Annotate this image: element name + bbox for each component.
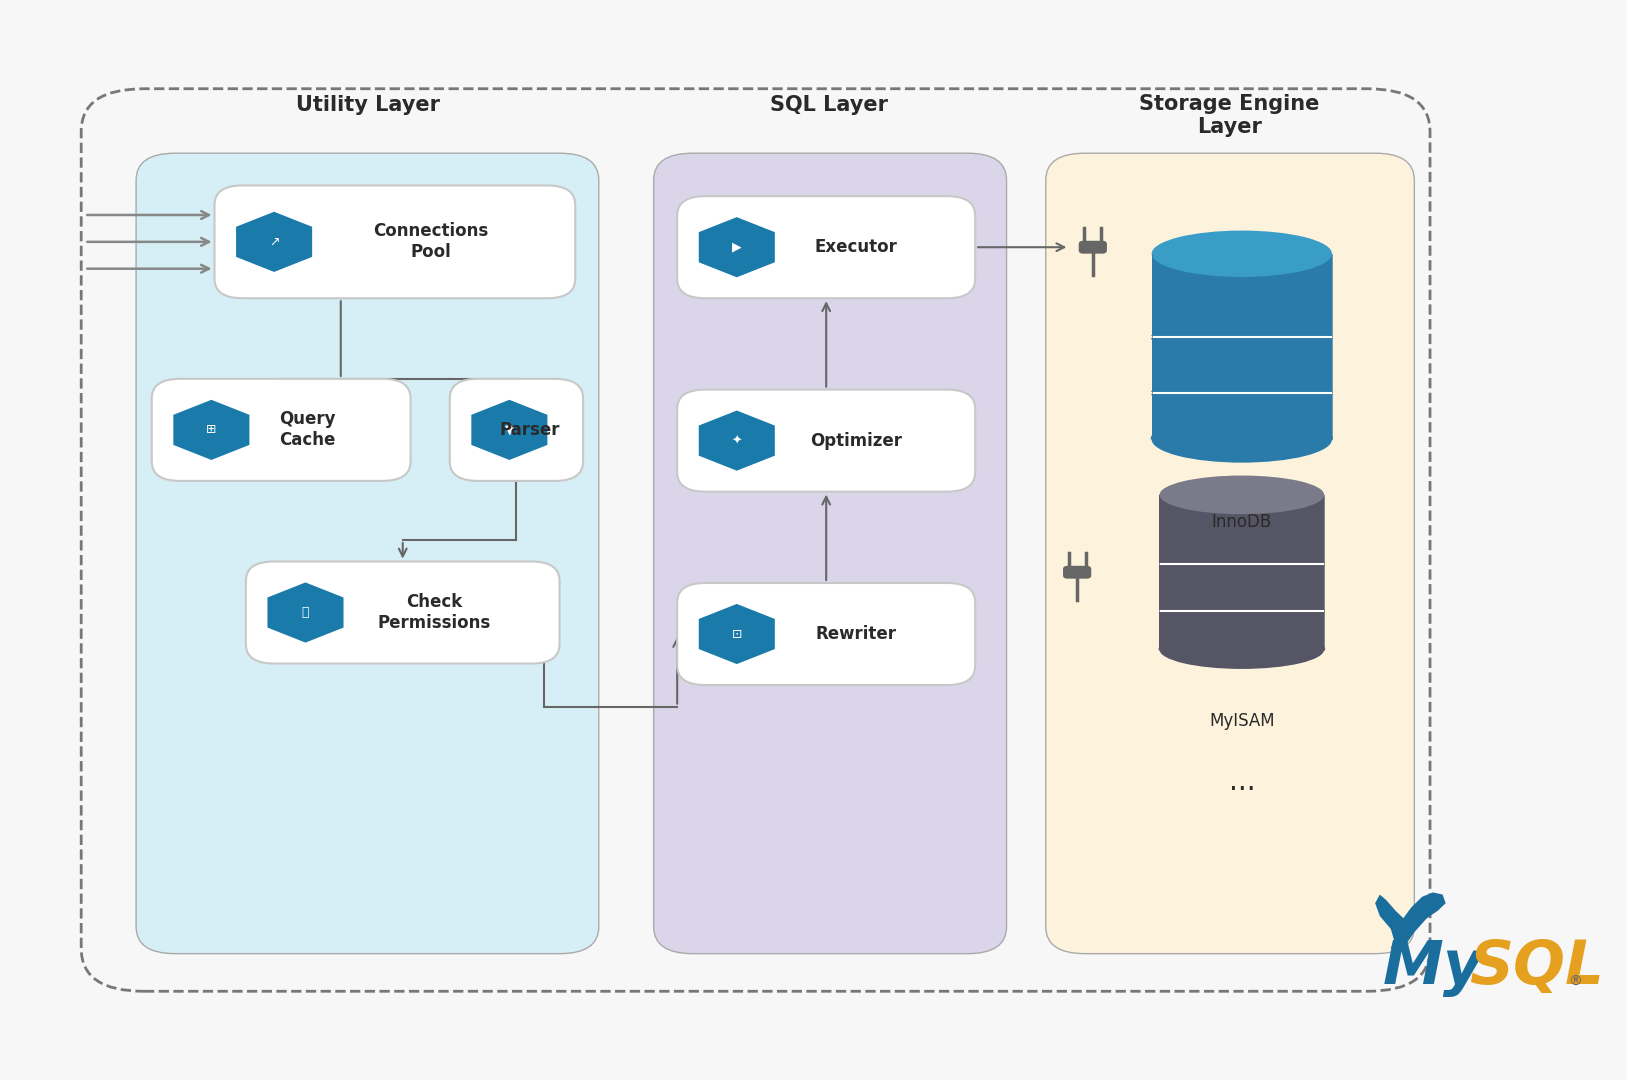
Polygon shape bbox=[267, 582, 343, 643]
FancyBboxPatch shape bbox=[246, 562, 560, 663]
Text: ®: ® bbox=[1568, 975, 1581, 989]
Text: ...: ... bbox=[1228, 768, 1254, 796]
Ellipse shape bbox=[1152, 230, 1333, 276]
FancyBboxPatch shape bbox=[654, 153, 1007, 954]
Ellipse shape bbox=[1160, 551, 1324, 578]
Text: Rewriter: Rewriter bbox=[815, 625, 896, 643]
Polygon shape bbox=[698, 604, 774, 664]
FancyBboxPatch shape bbox=[215, 186, 576, 298]
Text: Query
Cache: Query Cache bbox=[278, 410, 335, 449]
Text: SQL Layer: SQL Layer bbox=[770, 95, 888, 114]
Text: Utility Layer: Utility Layer bbox=[296, 95, 441, 114]
FancyBboxPatch shape bbox=[1046, 153, 1414, 954]
FancyBboxPatch shape bbox=[449, 379, 582, 481]
Polygon shape bbox=[236, 212, 312, 272]
Text: Check
Permissions: Check Permissions bbox=[377, 593, 491, 632]
Text: Parser: Parser bbox=[499, 421, 560, 438]
Ellipse shape bbox=[1152, 416, 1333, 462]
FancyBboxPatch shape bbox=[1079, 241, 1106, 254]
FancyBboxPatch shape bbox=[137, 153, 599, 954]
PathPatch shape bbox=[1375, 892, 1446, 950]
FancyBboxPatch shape bbox=[677, 197, 975, 298]
Polygon shape bbox=[472, 400, 547, 460]
Text: Executor: Executor bbox=[815, 239, 898, 256]
Ellipse shape bbox=[1160, 597, 1324, 624]
Text: MyISAM: MyISAM bbox=[1209, 712, 1274, 730]
Text: 🔒: 🔒 bbox=[301, 606, 309, 619]
Text: Connections
Pool: Connections Pool bbox=[373, 222, 488, 261]
Bar bbox=[1152, 254, 1333, 440]
Polygon shape bbox=[698, 217, 774, 278]
Text: ▶: ▶ bbox=[732, 241, 742, 254]
FancyBboxPatch shape bbox=[1062, 566, 1092, 579]
Text: InnoDB: InnoDB bbox=[1212, 513, 1272, 531]
Text: Optimizer: Optimizer bbox=[810, 432, 901, 449]
FancyBboxPatch shape bbox=[677, 390, 975, 491]
Text: ⊡: ⊡ bbox=[732, 627, 742, 640]
Text: SQL: SQL bbox=[1469, 937, 1604, 997]
Text: ✦: ✦ bbox=[732, 434, 742, 447]
Polygon shape bbox=[698, 410, 774, 471]
FancyBboxPatch shape bbox=[151, 379, 410, 481]
Text: ⊞: ⊞ bbox=[207, 423, 216, 436]
Ellipse shape bbox=[1160, 631, 1324, 669]
Polygon shape bbox=[174, 400, 249, 460]
Text: Storage Engine
Layer: Storage Engine Layer bbox=[1139, 94, 1319, 137]
FancyBboxPatch shape bbox=[677, 583, 975, 685]
Text: ▼: ▼ bbox=[504, 423, 514, 436]
Text: My: My bbox=[1383, 937, 1484, 997]
Text: ↗: ↗ bbox=[268, 235, 280, 248]
Bar bbox=[1160, 495, 1324, 649]
Ellipse shape bbox=[1152, 377, 1333, 409]
Ellipse shape bbox=[1152, 321, 1333, 353]
Ellipse shape bbox=[1160, 475, 1324, 514]
